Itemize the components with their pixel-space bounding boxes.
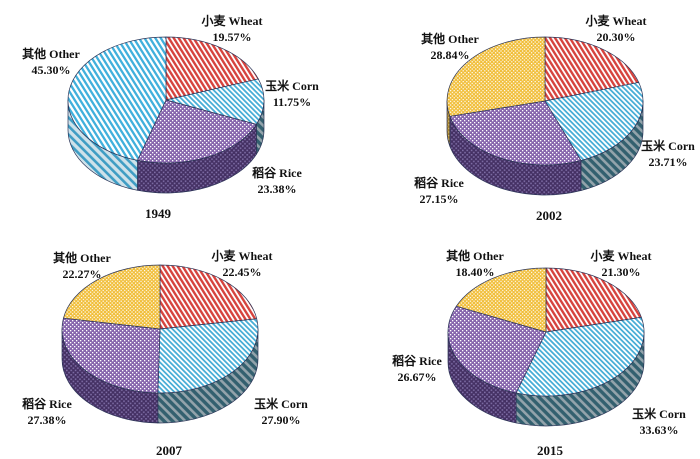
slice-label-percent: 22.45% — [222, 265, 262, 279]
slice-label-percent: 45.30% — [31, 63, 71, 77]
slice-label-name: 其他 Other — [421, 32, 479, 46]
slice-label-percent: 11.75% — [272, 95, 312, 109]
slice-label-percent: 20.30% — [596, 30, 636, 44]
slice-label-name: 小麦 Wheat — [211, 249, 273, 263]
slice-label-percent: 23.71% — [648, 155, 688, 169]
pie-slice-other — [67, 36, 167, 161]
slice-label-percent: 23.38% — [257, 182, 297, 196]
slice-label-percent: 33.63% — [639, 423, 679, 437]
slice-label-name: 玉米 Corn — [265, 79, 319, 93]
slice-label-name: 小麦 Wheat — [585, 14, 647, 28]
slice-label-name: 稻谷 Rice — [392, 354, 442, 368]
slice-label-name: 小麦 Wheat — [201, 14, 263, 28]
pie-2002 — [446, 36, 644, 196]
slice-label-percent: 19.57% — [212, 30, 252, 44]
slice-label-percent: 26.67% — [397, 370, 437, 384]
pie-slice-rice — [61, 317, 161, 394]
pie-1949 — [67, 36, 265, 194]
slice-label-other: 其他 Other 22.27% — [53, 250, 111, 282]
slice-label-name: 稻谷 Rice — [22, 397, 72, 411]
pie-slice-other — [63, 264, 161, 330]
pie-slice-corn — [515, 316, 645, 397]
year-label-2002: 2002 — [536, 208, 562, 223]
slice-label-wheat: 小麦 Wheat 20.30% — [586, 13, 647, 45]
slice-label-percent: 18.40% — [455, 265, 495, 279]
slice-label-name: 稻谷 Rice — [414, 176, 464, 190]
slice-label-name: 其他 Other — [22, 47, 80, 61]
pie-slice-wheat — [544, 36, 640, 102]
slice-label-name: 其他 Other — [446, 249, 504, 263]
pie-2007 — [61, 264, 259, 424]
slice-label-name: 其他 Other — [53, 251, 111, 265]
slice-label-percent: 27.15% — [419, 192, 459, 206]
slice-label-wheat: 小麦 Wheat 22.45% — [212, 248, 273, 280]
pie-slice-rice — [447, 305, 547, 394]
pie-slice-other — [446, 36, 546, 117]
slice-label-percent: 27.38% — [27, 413, 67, 427]
year-label-2015: 2015 — [537, 443, 563, 458]
slice-label-rice: 稻谷 Rice 23.38% — [252, 165, 302, 197]
pie-slice-wheat — [159, 264, 258, 330]
slice-label-name: 玉米 Corn — [632, 407, 686, 421]
slice-label-corn: 玉米 Corn 27.90% — [254, 396, 308, 428]
slice-label-percent: 28.84% — [430, 48, 470, 62]
slice-label-corn: 玉米 Corn 23.71% — [641, 138, 695, 170]
slice-label-rice: 稻谷 Rice 27.15% — [414, 175, 464, 207]
slice-label-corn: 玉米 Corn 33.63% — [632, 406, 686, 438]
slice-label-rice: 稻谷 Rice 26.67% — [392, 353, 442, 385]
slice-label-percent: 22.27% — [62, 267, 102, 281]
slice-label-corn: 玉米 Corn 11.75% — [265, 78, 319, 110]
pie-slice-corn — [165, 78, 265, 125]
slice-label-other: 其他 Other 18.40% — [446, 248, 504, 280]
slice-label-other: 其他 Other 28.84% — [421, 31, 479, 63]
slice-label-percent: 27.90% — [261, 413, 301, 427]
slice-label-name: 玉米 Corn — [641, 139, 695, 153]
slice-label-name: 玉米 Corn — [254, 397, 308, 411]
pie-slice-rice — [449, 100, 582, 166]
pie-slice-wheat — [165, 36, 259, 101]
slice-label-wheat: 小麦 Wheat 19.57% — [202, 13, 263, 45]
pie-slice-other — [455, 267, 547, 333]
slice-label-percent: 21.30% — [601, 265, 641, 279]
slice-label-other: 其他 Other 45.30% — [22, 46, 80, 78]
slice-label-rice: 稻谷 Rice 27.38% — [22, 396, 72, 428]
pie-2015 — [447, 267, 645, 427]
year-label-2007: 2007 — [156, 443, 182, 458]
year-label-1949: 1949 — [145, 206, 171, 221]
slice-label-name: 稻谷 Rice — [252, 166, 302, 180]
pie-slice-rice — [137, 99, 257, 164]
pie-slice-corn — [157, 318, 259, 394]
pie-slice-wheat — [545, 267, 642, 333]
slice-label-name: 小麦 Wheat — [590, 249, 652, 263]
slice-label-wheat: 小麦 Wheat 21.30% — [591, 248, 652, 280]
